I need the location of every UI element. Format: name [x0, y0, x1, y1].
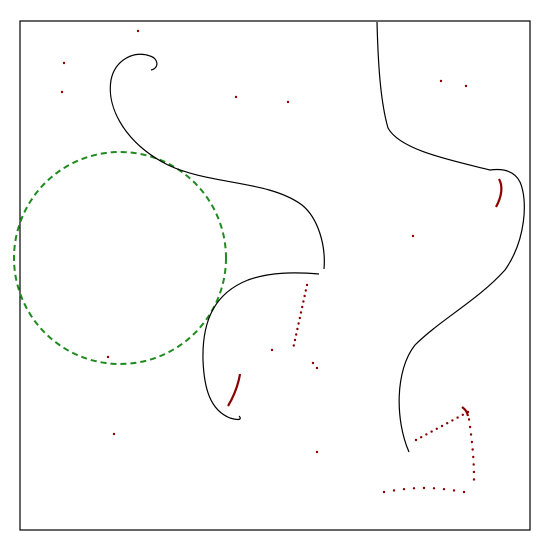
marker-dot	[472, 470, 476, 474]
marker-dot	[234, 95, 238, 99]
marker-dot	[286, 100, 290, 104]
marker-dot	[106, 355, 110, 359]
marker-dot	[315, 450, 319, 454]
marker-dot	[472, 455, 475, 459]
marker-dot	[469, 433, 473, 436]
marker-dot	[60, 90, 64, 94]
marker-dot	[430, 430, 433, 433]
marker-arc	[227, 373, 242, 407]
marker-dot	[439, 79, 443, 83]
marker-dot	[297, 322, 300, 325]
marker-dot	[311, 361, 315, 365]
marker-dot	[471, 448, 474, 451]
dot-markings	[60, 29, 503, 494]
marker-dot	[303, 294, 306, 298]
marker-dot	[136, 29, 140, 33]
marker-dot	[112, 432, 116, 436]
marker-dot	[298, 316, 301, 320]
marker-dot	[467, 418, 471, 421]
marker-dot	[414, 438, 418, 442]
marker-dot	[392, 489, 396, 492]
marker-dot	[435, 427, 438, 430]
marker-dot	[432, 487, 436, 490]
marker-dot	[295, 333, 298, 336]
marker-dot	[440, 424, 444, 428]
marker-dot	[412, 487, 416, 490]
curve-spiral-left	[109, 53, 325, 270]
marker-dot	[305, 283, 309, 287]
marker-dot	[442, 487, 446, 491]
marker-dot	[402, 487, 406, 491]
marker-dot	[472, 478, 476, 481]
marker-dot	[270, 348, 274, 352]
marker-dot	[456, 416, 459, 419]
marker-dot	[299, 311, 303, 314]
marker-dot	[472, 463, 475, 466]
marker-dot	[452, 489, 456, 492]
marker-dot	[462, 490, 466, 494]
marker-dot	[411, 234, 415, 238]
marker-dot	[301, 305, 304, 309]
marker-dot	[468, 425, 472, 429]
marker-dot	[315, 366, 319, 370]
marker-dot	[422, 486, 426, 490]
marker-dot	[446, 422, 449, 425]
curve-hook-lower	[202, 272, 320, 421]
curve-right	[376, 21, 525, 453]
marker-dot	[296, 327, 299, 331]
marker-dot	[382, 490, 386, 494]
marker-dot	[62, 61, 66, 65]
marker-arc	[495, 178, 503, 208]
marker-dot	[464, 84, 468, 88]
marker-dot	[470, 440, 474, 444]
marker-dot	[292, 344, 295, 347]
marker-dot	[425, 433, 428, 436]
marker-dot	[420, 436, 423, 439]
marker-dot	[302, 300, 305, 303]
marker-dot	[461, 413, 464, 416]
plot-frame	[19, 20, 531, 531]
marker-dot	[293, 338, 297, 342]
marker-dot	[304, 289, 307, 292]
marker-arc	[461, 406, 470, 417]
dashed-circle	[13, 151, 227, 365]
marker-dot	[451, 419, 454, 422]
